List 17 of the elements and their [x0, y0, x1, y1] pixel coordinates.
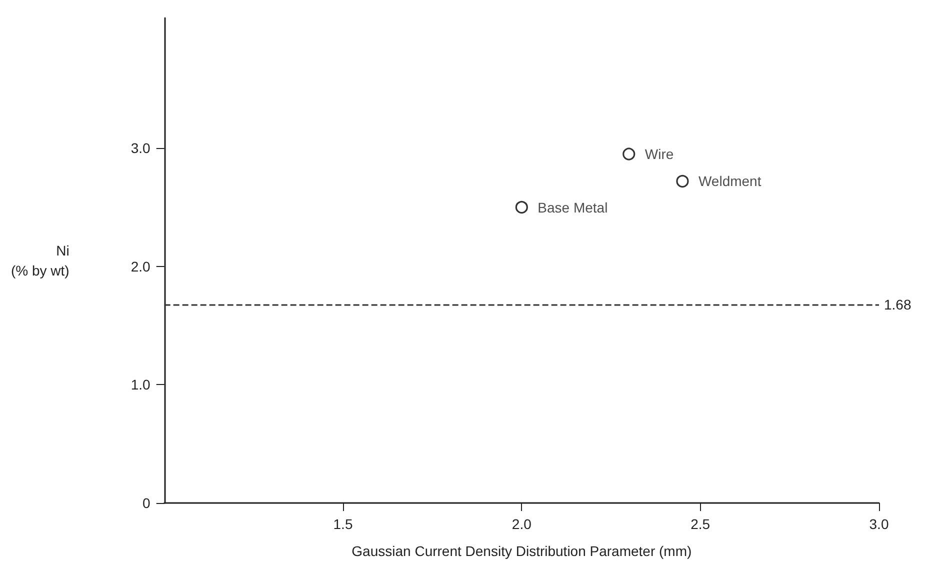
y-tick-label: 1.0	[130, 376, 151, 393]
y-tick-label: 3.0	[130, 140, 151, 156]
y-tick-label: 2.0	[130, 258, 151, 274]
ref-line-label: 1.68	[884, 296, 912, 312]
x-tick-label: 1.5	[333, 516, 353, 532]
x-axis-title: Gaussian Current Density Distribution Parameter (mm)	[352, 543, 692, 559]
x-tick-label: 2.0	[512, 516, 532, 532]
series-label: Weldment	[698, 173, 762, 190]
y-axis-title: Ni (% by wt)	[10, 242, 70, 278]
point	[676, 174, 689, 188]
x-tick-label: 2.5	[690, 516, 710, 532]
y-tick-label: 0	[142, 495, 151, 511]
point	[622, 148, 636, 160]
series-label: Wire	[644, 146, 674, 162]
x-tick-label: 3.0	[869, 516, 889, 532]
point	[515, 200, 528, 214]
series-label: Base Metal	[538, 199, 608, 216]
